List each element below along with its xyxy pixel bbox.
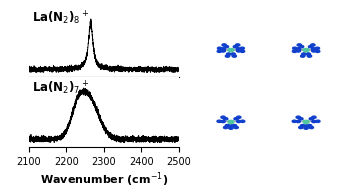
- Circle shape: [234, 126, 238, 129]
- Circle shape: [296, 50, 300, 52]
- Circle shape: [297, 44, 301, 46]
- Circle shape: [237, 50, 241, 52]
- Circle shape: [228, 120, 234, 123]
- Circle shape: [217, 47, 222, 50]
- Circle shape: [316, 120, 320, 122]
- Circle shape: [309, 118, 314, 120]
- Circle shape: [306, 53, 310, 55]
- Circle shape: [237, 116, 241, 118]
- Circle shape: [240, 50, 245, 52]
- Circle shape: [302, 53, 306, 55]
- Circle shape: [296, 116, 300, 118]
- Circle shape: [231, 53, 235, 55]
- Circle shape: [301, 55, 305, 57]
- Circle shape: [221, 48, 226, 50]
- Circle shape: [224, 46, 228, 48]
- Circle shape: [296, 120, 300, 123]
- Circle shape: [311, 48, 316, 50]
- Circle shape: [227, 53, 231, 55]
- Circle shape: [241, 120, 245, 122]
- Text: La(N$_2$)$_7$$^+$: La(N$_2$)$_7$$^+$: [32, 80, 89, 98]
- Circle shape: [315, 50, 320, 52]
- Circle shape: [309, 46, 313, 48]
- Circle shape: [311, 44, 315, 46]
- Circle shape: [221, 116, 225, 118]
- Circle shape: [312, 120, 316, 123]
- Circle shape: [225, 125, 229, 127]
- Circle shape: [308, 125, 312, 127]
- Circle shape: [229, 125, 233, 127]
- Circle shape: [232, 125, 237, 127]
- Text: La(N$_2$)$_8$$^+$: La(N$_2$)$_8$$^+$: [32, 9, 89, 27]
- Circle shape: [236, 44, 240, 46]
- Circle shape: [233, 46, 238, 48]
- Circle shape: [223, 126, 228, 129]
- Circle shape: [221, 120, 225, 123]
- Circle shape: [303, 49, 309, 52]
- Circle shape: [228, 49, 234, 52]
- Circle shape: [299, 126, 303, 129]
- Circle shape: [296, 48, 301, 50]
- Circle shape: [217, 50, 222, 52]
- Circle shape: [232, 55, 236, 57]
- Circle shape: [312, 50, 316, 52]
- Circle shape: [304, 127, 308, 129]
- Circle shape: [299, 46, 304, 48]
- Circle shape: [292, 50, 297, 52]
- X-axis label: Wavenumber (cm$^{-1}$): Wavenumber (cm$^{-1}$): [40, 170, 168, 188]
- Circle shape: [312, 116, 316, 118]
- Circle shape: [292, 120, 296, 122]
- Circle shape: [237, 120, 241, 123]
- Circle shape: [234, 118, 238, 120]
- Circle shape: [309, 126, 314, 129]
- Circle shape: [226, 55, 230, 57]
- Circle shape: [221, 50, 225, 52]
- Circle shape: [292, 47, 297, 50]
- Circle shape: [236, 48, 241, 50]
- Circle shape: [217, 120, 221, 122]
- Circle shape: [229, 127, 233, 129]
- Circle shape: [315, 47, 320, 50]
- Circle shape: [240, 47, 245, 50]
- Circle shape: [307, 55, 311, 57]
- Circle shape: [300, 125, 305, 127]
- Circle shape: [304, 125, 308, 127]
- Circle shape: [223, 118, 228, 120]
- Circle shape: [222, 44, 226, 46]
- Circle shape: [299, 118, 303, 120]
- Circle shape: [303, 120, 309, 123]
